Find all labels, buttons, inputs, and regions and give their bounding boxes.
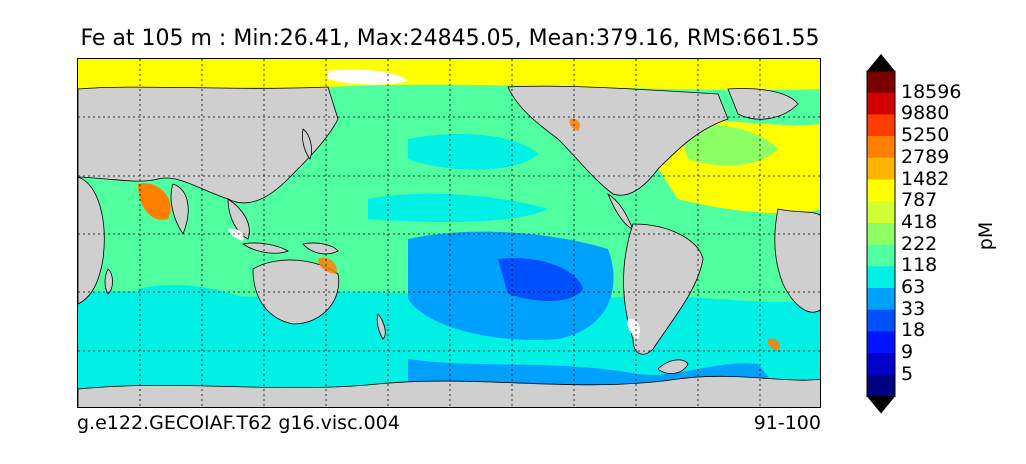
antarctica — [78, 375, 820, 407]
colorbar-tick-label: 418 — [901, 210, 938, 233]
colorbar-swatch — [867, 331, 895, 354]
south-indian-gyre — [138, 284, 258, 320]
colorbar-over-arrow — [867, 54, 895, 71]
colorbar-swatch — [867, 92, 895, 115]
footer-year-range: 91-100 — [753, 412, 821, 434]
coastal-high-fe — [318, 118, 780, 351]
southeast-asia — [227, 198, 250, 240]
colorbar-under-arrow — [867, 396, 895, 414]
eurasia — [78, 86, 339, 204]
japan — [302, 128, 312, 160]
colorbar-swatch — [867, 288, 895, 311]
colorbar-swatch — [867, 157, 895, 180]
north-america — [507, 85, 729, 196]
arabian-sea-high — [138, 183, 171, 220]
colorbar-tick-label: 18596 — [901, 80, 962, 103]
africa — [774, 208, 820, 313]
africa-west — [78, 176, 105, 305]
land-masses — [78, 85, 820, 407]
colorbar — [866, 54, 896, 414]
colorbar-tick-label: 33 — [901, 297, 926, 320]
colorbar-swatch — [867, 374, 895, 397]
new-zealand — [376, 313, 386, 340]
colorbar-tick-label: 9 — [901, 341, 914, 364]
ocean-map — [77, 58, 821, 408]
colorbar-border — [866, 70, 896, 397]
south-america — [623, 223, 704, 355]
indonesia — [241, 242, 289, 254]
colorbar-swatch — [867, 244, 895, 267]
colorbar-tick-label: 1482 — [901, 167, 950, 190]
colorbar-swatch — [867, 353, 895, 376]
new-guinea — [302, 242, 339, 255]
gridlines — [78, 59, 820, 407]
colorbar-swatch — [867, 222, 895, 246]
colorbar-swatch — [867, 266, 895, 289]
colorbar-swatch — [867, 309, 895, 332]
antarctic-peninsula — [657, 359, 689, 374]
colorbar-tick-label: 787 — [901, 189, 938, 212]
colorbar-swatch — [867, 201, 895, 224]
north-atlantic-gyre — [678, 125, 778, 166]
greenland — [727, 88, 799, 120]
map-canvas — [78, 59, 820, 407]
equatorial-pacific-band — [368, 193, 548, 222]
madagascar — [104, 268, 113, 295]
colorbar-swatch — [867, 114, 895, 137]
colorbar-swatch — [867, 179, 895, 202]
colorbar-tick-label: 222 — [901, 232, 938, 255]
colorbar-tick-label: 118 — [901, 254, 938, 277]
north-pacific-gyre — [408, 134, 538, 170]
colorbar-tick-label: 2789 — [901, 145, 950, 168]
arctic-band — [78, 59, 820, 91]
footer-case-name: g.e122.GECOIAF.T62 g16.visc.004 — [77, 412, 400, 434]
colorbar-tick-label: 63 — [901, 276, 926, 298]
colorbar-swatch — [867, 71, 895, 94]
colorbar-tick-label: 5 — [901, 362, 914, 385]
colorbar-tick-label: 18 — [901, 319, 926, 342]
colorbar-tick-label: 5250 — [901, 124, 950, 147]
south-pacific-gyre-core — [498, 258, 583, 301]
colorbar-units: pM — [975, 221, 998, 251]
plot-title: Fe at 105 m : Min:26.41, Max:24845.05, M… — [80, 26, 820, 51]
colorbar-tick-label: 9880 — [901, 102, 950, 125]
australia — [252, 259, 340, 325]
colorbar-swatch — [867, 136, 895, 159]
